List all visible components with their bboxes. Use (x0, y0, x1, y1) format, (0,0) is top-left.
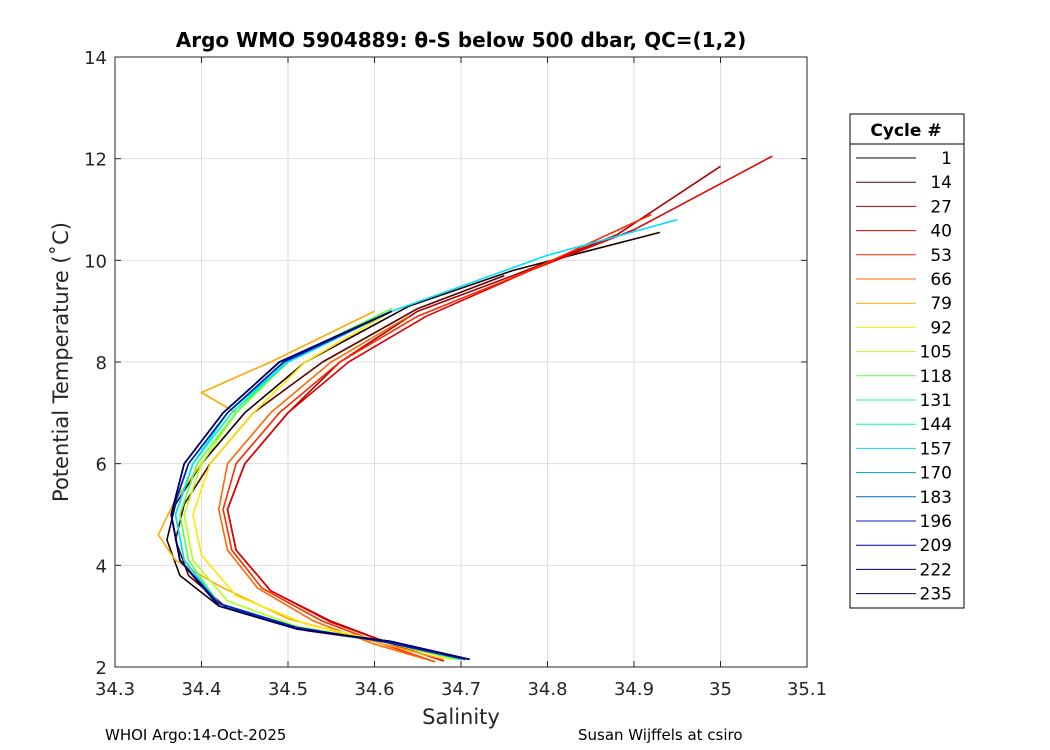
x-tick-label: 34.8 (527, 679, 567, 700)
x-tick-label: 34.5 (268, 679, 308, 700)
legend-entry-label: 92 (930, 318, 952, 338)
legend-entry-label: 79 (930, 294, 952, 314)
legend-entry-label: 131 (920, 391, 952, 411)
series-line-cycle-92 (192, 310, 453, 661)
legend-box (849, 113, 965, 609)
y-tick-label: 10 (84, 251, 107, 272)
legend-entry-label: 222 (920, 560, 952, 580)
legend-title: Cycle # (870, 121, 941, 141)
y-tick-label: 12 (84, 150, 107, 171)
y-tick-label: 6 (96, 455, 107, 476)
legend-entry-label: 235 (920, 585, 952, 605)
series-line-cycle-131 (174, 310, 462, 661)
legend-entry-label: 1 (941, 149, 952, 169)
legend-entry-label: 144 (920, 415, 952, 435)
legend-entry-label: 196 (920, 512, 952, 532)
x-tick-label: 34.7 (441, 679, 481, 700)
legend-entry-label: 170 (920, 464, 952, 484)
series-line-cycle-144 (174, 310, 462, 661)
legend-entry-label: 27 (930, 197, 952, 217)
y-tick-label: 14 (84, 48, 107, 69)
footer-credit-right: Susan Wijffels at csiro (578, 726, 743, 744)
x-tick-label: 34.4 (181, 679, 221, 700)
legend-entry-label: 118 (920, 367, 952, 387)
x-tick-label: 34.9 (614, 679, 654, 700)
x-tick-label: 34.6 (354, 679, 394, 700)
x-tick-label: 34.3 (95, 679, 135, 700)
legend-entries: 1 14 27 40 53 66 79 92 105 118 131 144 157 170 183 196 2… (856, 149, 952, 605)
series-line-cycle-157 (174, 218, 678, 661)
grid-layer (115, 57, 807, 667)
legend-entry-label: 66 (930, 270, 952, 290)
footer-credit-left: WHOI Argo:14-Oct-2025 (105, 726, 287, 744)
chart-title: Argo WMO 5904889: θ-S below 500 dbar, QC… (176, 28, 746, 52)
legend-entry-label: 209 (920, 536, 952, 556)
legend-entry-label: 157 (920, 439, 952, 459)
series-line-cycle-27 (226, 165, 721, 662)
y-tick-label: 8 (96, 353, 107, 374)
x-axis-label: Salinity (422, 705, 500, 729)
legend-entry-label: 183 (920, 488, 952, 508)
series-line-cycle-235 (170, 310, 470, 661)
y-tick-label: 2 (96, 658, 107, 679)
legend-entry-label: 14 (930, 173, 952, 193)
legend-entry-label: 53 (930, 246, 952, 266)
legend: Cycle # 1 14 27 40 53 66 79 92 105 118 131 144 157 17… (849, 113, 965, 609)
x-tick-label: 35 (709, 679, 732, 700)
series-line-cycle-196 (170, 310, 466, 661)
series-layer (157, 155, 773, 663)
series-line-cycle-53 (222, 213, 652, 663)
series-line-cycle-40 (226, 155, 773, 662)
series-line-cycle-183 (170, 310, 466, 661)
y-axis-label: Potential Temperature (˚C) (49, 222, 73, 502)
legend-entry-label: 40 (930, 222, 952, 242)
tick-layer: 34.3 34.4 34.5 34.6 34.7 34.8 34.9 35 35.1 2 4 6 8 10… (84, 48, 827, 700)
legend-entry-label: 105 (920, 343, 952, 363)
y-tick-label: 4 (96, 556, 107, 577)
series-line-cycle-170 (170, 310, 466, 661)
x-tick-label: 35.1 (787, 679, 827, 700)
